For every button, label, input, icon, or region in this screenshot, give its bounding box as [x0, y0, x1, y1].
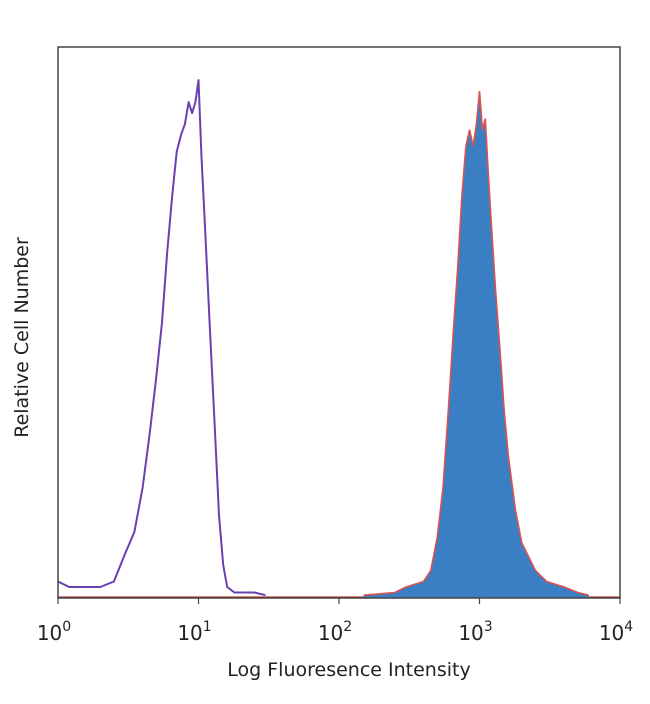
x-tick-label: 104 [599, 619, 633, 645]
y-axis-title: Relative Cell Number [11, 237, 33, 438]
histogram-series-1-line [57, 79, 266, 597]
x-tick-label: 102 [318, 619, 352, 645]
histogram-series-2-fill [363, 91, 589, 598]
x-ticks: 100 101 102 103 104 [37, 598, 633, 645]
x-tick-label: 103 [458, 619, 492, 645]
x-tick-label: 100 [37, 619, 71, 645]
x-tick-label: 101 [177, 619, 211, 645]
x-axis-title: Log Fluoresence Intensity [227, 659, 470, 681]
histogram-series-2-outline [363, 91, 589, 596]
series-layer [57, 79, 620, 598]
plot-frame [57, 46, 621, 599]
